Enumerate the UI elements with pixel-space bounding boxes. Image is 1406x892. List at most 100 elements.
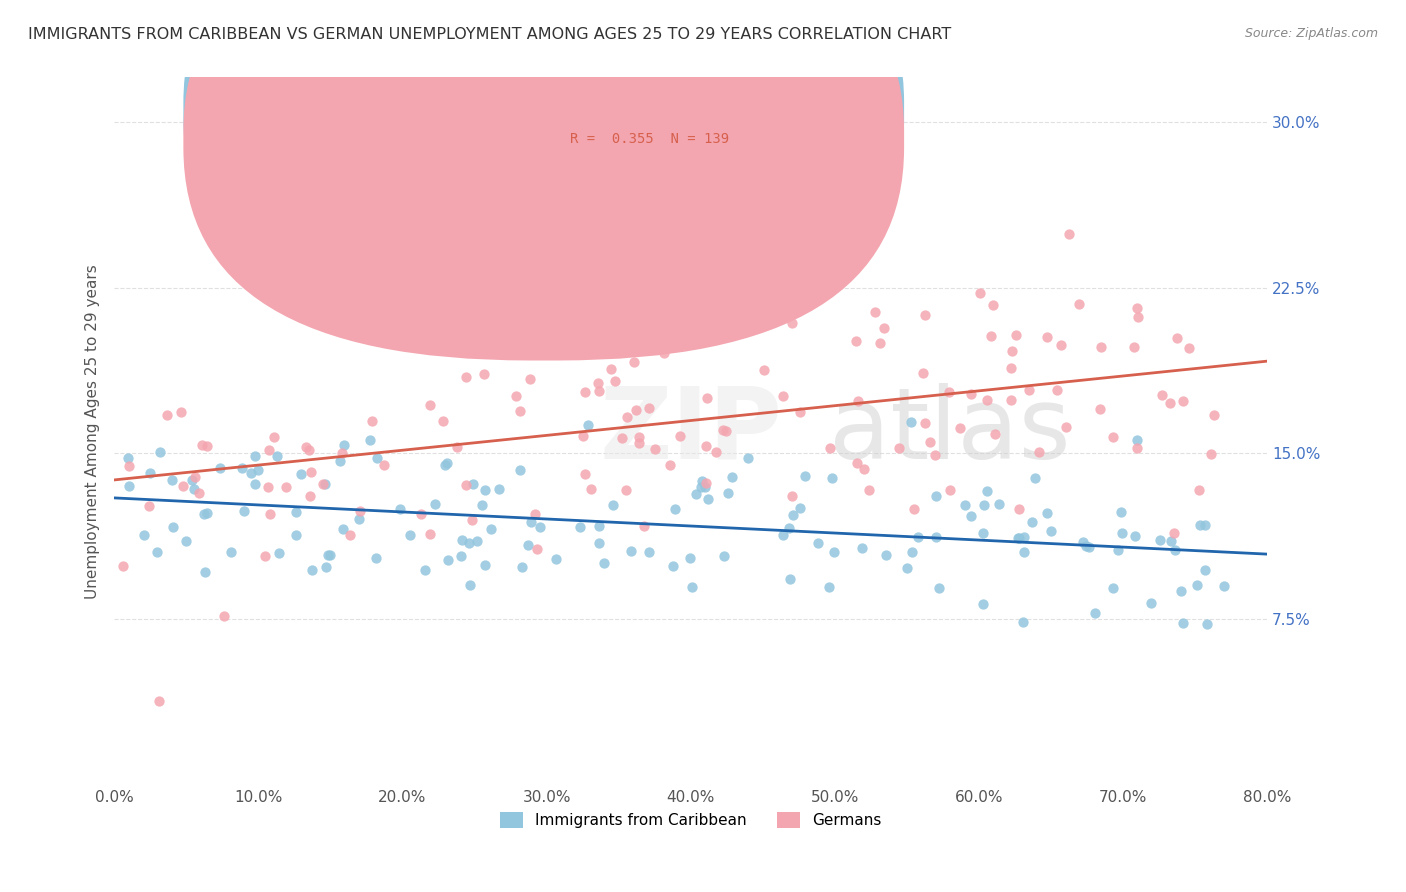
Point — [284, 505, 307, 519]
Point — [419, 398, 441, 412]
Point — [1166, 330, 1188, 344]
Point — [789, 405, 811, 419]
Point — [616, 409, 638, 424]
Point — [450, 549, 472, 564]
Point — [526, 541, 548, 556]
Point — [582, 335, 605, 350]
Point — [1195, 617, 1218, 632]
Point — [603, 374, 626, 388]
Point — [711, 423, 734, 437]
Point — [960, 387, 983, 401]
Point — [955, 498, 977, 512]
Point — [1160, 533, 1182, 548]
Point — [692, 474, 714, 488]
Point — [976, 483, 998, 498]
Point — [474, 483, 496, 498]
Point — [823, 545, 845, 559]
Point — [367, 331, 389, 345]
Point — [851, 541, 873, 555]
Point — [602, 498, 624, 512]
Point — [1126, 301, 1149, 315]
Point — [1194, 563, 1216, 577]
Point — [457, 536, 479, 550]
Point — [1177, 341, 1199, 355]
Text: R = -0.289  N = 141: R = -0.289 N = 141 — [569, 103, 728, 118]
Point — [1024, 471, 1046, 485]
Point — [1008, 502, 1031, 516]
Point — [960, 508, 983, 523]
Point — [1088, 401, 1111, 416]
Point — [319, 548, 342, 562]
Point — [846, 456, 869, 470]
Point — [780, 489, 803, 503]
Point — [257, 480, 280, 494]
Point — [782, 508, 804, 523]
Point — [588, 536, 610, 550]
Point — [652, 345, 675, 359]
Point — [1000, 392, 1022, 407]
Point — [298, 443, 321, 458]
Point — [1007, 532, 1029, 546]
Point — [1040, 524, 1063, 539]
Point — [1074, 539, 1097, 553]
Point — [610, 431, 633, 445]
Point — [359, 433, 381, 447]
Point — [681, 580, 703, 594]
Point — [1212, 579, 1234, 593]
Point — [197, 506, 219, 520]
Point — [624, 403, 647, 417]
Point — [903, 502, 925, 516]
Point — [669, 428, 692, 442]
Point — [1028, 445, 1050, 459]
Point — [690, 480, 713, 494]
Y-axis label: Unemployment Among Ages 25 to 29 years: Unemployment Among Ages 25 to 29 years — [86, 264, 100, 599]
Point — [432, 414, 454, 428]
Point — [969, 285, 991, 300]
Point — [1012, 530, 1035, 544]
Point — [479, 523, 502, 537]
Point — [411, 507, 433, 521]
Point — [633, 518, 655, 533]
Point — [267, 546, 290, 560]
Point — [156, 408, 179, 422]
Point — [1170, 583, 1192, 598]
Point — [214, 609, 236, 624]
Point — [360, 414, 382, 428]
Point — [233, 504, 256, 518]
Point — [1101, 582, 1123, 596]
Point — [524, 507, 547, 521]
Point — [1109, 505, 1132, 519]
Point — [1199, 447, 1222, 461]
Point — [576, 417, 599, 432]
Point — [662, 559, 685, 574]
Point — [938, 385, 960, 400]
Point — [627, 435, 650, 450]
Point — [845, 334, 868, 349]
FancyBboxPatch shape — [183, 0, 904, 332]
Point — [900, 416, 922, 430]
Point — [1194, 518, 1216, 533]
Point — [1101, 430, 1123, 444]
Point — [195, 439, 218, 453]
Point — [896, 560, 918, 574]
Point — [284, 528, 307, 542]
Point — [696, 492, 718, 507]
Point — [373, 458, 395, 472]
Point — [574, 385, 596, 400]
Point — [183, 483, 205, 497]
Point — [623, 354, 645, 368]
Point — [145, 545, 167, 559]
Point — [723, 301, 745, 315]
Point — [118, 479, 141, 493]
Point — [505, 389, 527, 403]
Point — [472, 367, 495, 381]
Point — [928, 581, 950, 595]
Point — [299, 465, 322, 479]
Point — [1018, 383, 1040, 397]
Point — [887, 441, 910, 455]
Point — [111, 558, 134, 573]
Point — [494, 321, 516, 335]
Point — [516, 538, 538, 552]
Point — [209, 461, 232, 475]
Point — [821, 471, 844, 485]
